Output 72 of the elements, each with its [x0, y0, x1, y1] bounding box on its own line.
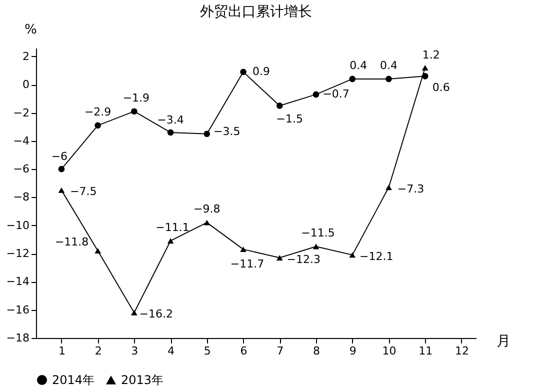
- x-tick-label: 1: [58, 344, 66, 358]
- point: [276, 255, 283, 260]
- data-label: −11.8: [54, 236, 89, 249]
- point: [167, 129, 174, 136]
- data-label: 1.2: [422, 48, 440, 62]
- legend-label: 2014年: [52, 373, 95, 387]
- point: [312, 91, 320, 98]
- data-label: −7.3: [397, 182, 424, 196]
- y-tick-label: −10: [6, 218, 30, 232]
- point: [422, 64, 428, 70]
- data-label: −0.7: [322, 87, 350, 100]
- point: [58, 187, 65, 193]
- point: [94, 122, 101, 129]
- point: [204, 130, 210, 138]
- point: [131, 310, 138, 316]
- data-label: 0.4: [380, 58, 398, 72]
- x-tick-label: 2: [94, 344, 102, 358]
- point: [240, 68, 246, 76]
- data-label: −16.2: [139, 308, 174, 321]
- x-axis-title: 月: [496, 334, 510, 350]
- y-tick-label: 2: [22, 50, 30, 63]
- data-label: −2.9: [84, 105, 112, 118]
- data-label: −12.3: [286, 252, 320, 266]
- y-tick-label: 0: [22, 78, 30, 92]
- y-tick-label: −2: [13, 106, 30, 120]
- y-tick-label: −12: [6, 247, 30, 260]
- point: [386, 76, 392, 82]
- point: [422, 73, 428, 80]
- data-label: −11.5: [301, 226, 335, 240]
- point: [131, 108, 138, 115]
- x-tick-label: 3: [131, 344, 138, 358]
- y-tick-label: −14: [6, 275, 30, 288]
- y-tick-label: −16: [6, 303, 30, 316]
- data-label: −12.1: [360, 250, 394, 263]
- x-tick-label: 11: [418, 344, 433, 358]
- x-tick-label: 8: [313, 344, 320, 358]
- x-tick-label: 12: [454, 344, 469, 358]
- y-tick-label: −4: [13, 134, 30, 148]
- point: [240, 246, 246, 252]
- y-tick-label: −8: [13, 190, 30, 204]
- data-label: −11.1: [156, 220, 190, 234]
- data-label: 0.9: [252, 64, 270, 78]
- data-label: −1.5: [276, 112, 303, 126]
- data-label: −3.4: [157, 113, 184, 126]
- point: [204, 220, 210, 226]
- y-tick-label: −6: [13, 162, 30, 176]
- data-label: −9.8: [194, 202, 220, 216]
- x-tick-label: 6: [240, 344, 248, 358]
- data-label: −7.5: [70, 185, 97, 198]
- point: [349, 76, 356, 82]
- point: [312, 244, 320, 250]
- point: [349, 252, 356, 258]
- x-tick-label: 10: [382, 344, 396, 358]
- y-axis-title: %: [24, 22, 37, 38]
- point: [276, 102, 283, 109]
- point: [94, 248, 101, 254]
- x-tick-label: 5: [204, 344, 211, 358]
- data-label: −1.9: [122, 91, 150, 104]
- data-label: 0.4: [350, 58, 368, 72]
- x-tick-label: 9: [349, 344, 356, 358]
- data-label: 0.6: [432, 81, 450, 94]
- chart-title: 外贸出口累计增长: [200, 4, 312, 20]
- x-tick-label: 7: [276, 344, 284, 358]
- point: [386, 184, 392, 190]
- y-tick-label: −18: [6, 332, 30, 344]
- data-label: −11.7: [230, 257, 264, 270]
- point: [58, 166, 65, 172]
- x-tick-label: 4: [168, 344, 175, 358]
- legend-label: 2013年: [121, 373, 164, 387]
- data-label: −3.5: [214, 124, 240, 138]
- point: [167, 238, 174, 244]
- data-label: −6: [51, 150, 68, 164]
